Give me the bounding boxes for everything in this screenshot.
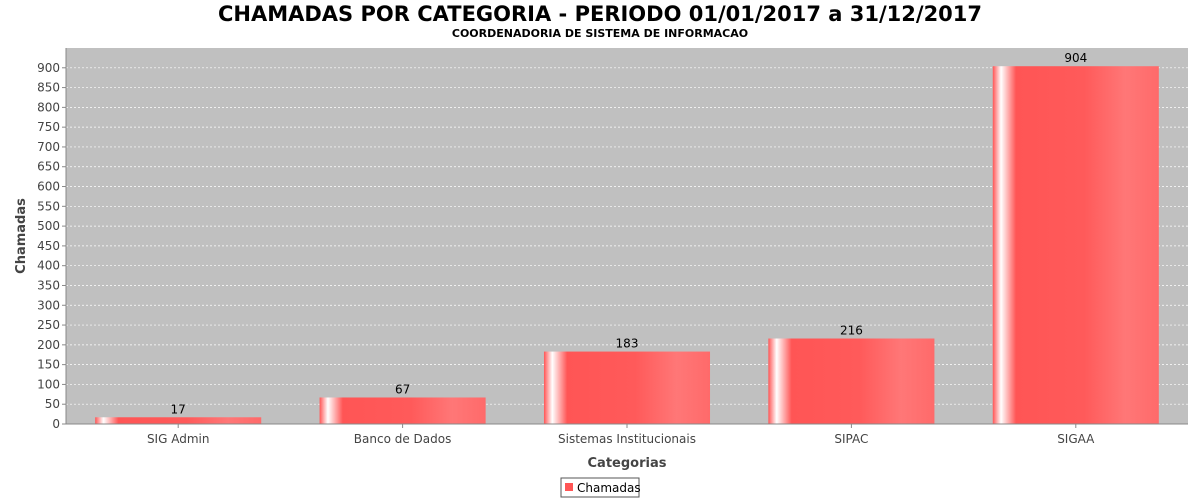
- y-tick-label: 50: [45, 397, 60, 411]
- x-tick-label: SIGAA: [1057, 432, 1095, 446]
- bar: [768, 338, 935, 424]
- legend-swatch: [565, 483, 573, 491]
- bar: [543, 351, 711, 424]
- data-label: 67: [395, 382, 410, 396]
- data-label: 216: [840, 324, 863, 338]
- x-axis-label: Categorias: [588, 456, 667, 471]
- x-tick-label: SIPAC: [834, 432, 868, 446]
- y-tick-label: 450: [37, 239, 60, 253]
- y-tick-label: 700: [37, 140, 60, 154]
- y-axis-label: Chamadas: [14, 198, 29, 274]
- y-tick-label: 550: [37, 199, 60, 213]
- y-tick-label: 350: [37, 278, 60, 292]
- legend-box: [560, 477, 640, 498]
- chart-subtitle: COORDENADORIA DE SISTEMA DE INFORMACAO: [452, 27, 748, 40]
- chart-title: CHAMADAS POR CATEGORIA - PERIODO 01/01/2…: [218, 2, 982, 26]
- y-tick-label: 250: [37, 318, 60, 332]
- legend-label: Chamadas: [577, 481, 641, 495]
- y-tick-label: 900: [37, 61, 60, 75]
- y-tick-label: 100: [37, 377, 60, 391]
- y-tick-label: 500: [37, 219, 60, 233]
- y-tick-label: 850: [37, 81, 60, 95]
- y-tick-label: 750: [37, 120, 60, 134]
- data-label: 183: [616, 337, 639, 351]
- x-tick-label: SIG Admin: [147, 432, 210, 446]
- y-tick-label: 300: [37, 298, 60, 312]
- bar: [992, 66, 1159, 425]
- bar: [319, 397, 486, 424]
- bars: [95, 66, 1159, 425]
- y-axis-ticks: 0 50 100 150 200 250 300 350 400 450 500 550 600 650 7…: [37, 61, 66, 431]
- y-tick-label: 650: [37, 160, 60, 174]
- y-tick-label: 600: [37, 180, 60, 194]
- x-axis-ticks: SIG Admin Banco de Dados Sistemas Instituc…: [147, 424, 1095, 446]
- y-tick-label: 200: [37, 338, 60, 352]
- data-label: 17: [171, 402, 186, 416]
- y-tick-label: 400: [37, 259, 60, 273]
- y-tick-label: 0: [52, 417, 60, 431]
- y-tick-label: 150: [37, 358, 60, 372]
- x-tick-label: Sistemas Institucionais: [558, 432, 696, 446]
- legend: Chamadas: [560, 477, 641, 498]
- x-tick-label: Banco de Dados: [354, 432, 452, 446]
- y-tick-label: 800: [37, 100, 60, 114]
- bar: [95, 417, 262, 424]
- data-labels: 17 67 183 216 904: [171, 51, 1088, 416]
- data-label: 904: [1064, 51, 1087, 65]
